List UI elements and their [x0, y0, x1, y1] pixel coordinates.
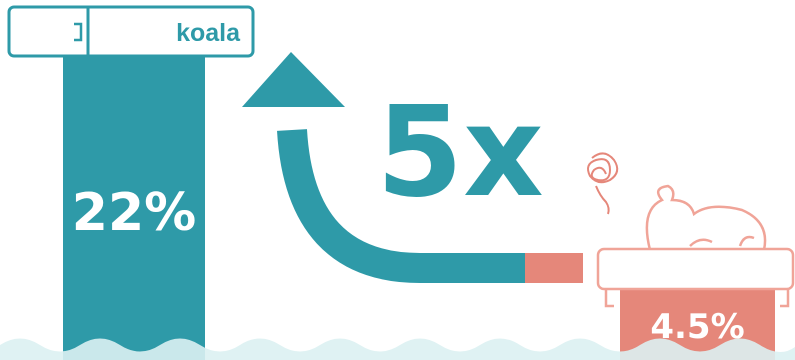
other-mattress-illustration [596, 184, 795, 308]
other-mattress-body [596, 247, 795, 291]
other-mattress-leg-left [604, 289, 614, 308]
koala-mattress-illustration: koala [7, 5, 255, 58]
sleeping-figure [645, 184, 767, 251]
arrow-head [242, 52, 345, 107]
arrow-shaft [277, 128, 528, 283]
scribble-icon [587, 152, 619, 215]
bar-value-label-koala: 22% [72, 183, 196, 243]
growth-arrow-icon [242, 52, 583, 283]
multiplier-label: 5x [376, 80, 544, 225]
other-mattress-leg-right [780, 289, 790, 308]
koala-mattress-handle [74, 22, 83, 42]
water-waves [0, 338, 795, 360]
koala-logo: koala [176, 19, 241, 47]
bar-koala [63, 56, 205, 360]
